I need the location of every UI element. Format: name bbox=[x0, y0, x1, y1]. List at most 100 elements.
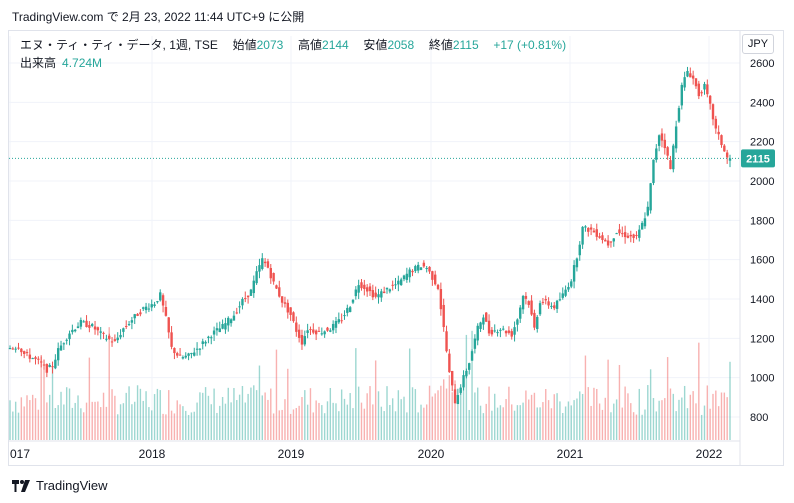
volume-bar bbox=[48, 394, 51, 440]
volume-bar bbox=[281, 409, 283, 440]
volume-bar bbox=[108, 327, 110, 440]
last-price-label: 2115 bbox=[746, 153, 770, 165]
candle-body bbox=[416, 264, 420, 271]
candle-body bbox=[119, 334, 122, 338]
volume-bar bbox=[630, 403, 632, 440]
volume-bar bbox=[491, 410, 493, 440]
volume-bar bbox=[63, 404, 65, 440]
volume-bar bbox=[391, 398, 394, 440]
candle-body bbox=[519, 307, 522, 319]
candle-body bbox=[25, 352, 29, 354]
candle-body bbox=[68, 333, 71, 340]
candle-body bbox=[255, 271, 258, 284]
volume-bar bbox=[267, 399, 269, 440]
candle-body bbox=[246, 295, 250, 298]
currency-button[interactable]: JPY bbox=[742, 34, 774, 54]
candle-body bbox=[201, 341, 204, 345]
candle-body bbox=[153, 304, 156, 306]
candle-body bbox=[164, 306, 168, 316]
candle-body bbox=[513, 327, 516, 335]
volume-bar bbox=[17, 412, 20, 440]
candle-body bbox=[581, 226, 584, 245]
volume-bar bbox=[406, 412, 408, 440]
volume-bar bbox=[264, 392, 266, 440]
volume-bar bbox=[618, 364, 621, 440]
volume-bar bbox=[12, 411, 14, 440]
candle-body bbox=[479, 322, 482, 329]
candle-body bbox=[533, 312, 536, 328]
volume-bar bbox=[383, 411, 385, 440]
volume-bar bbox=[465, 334, 468, 440]
candle-body bbox=[275, 285, 278, 289]
candle-body bbox=[589, 227, 593, 230]
volume-bar bbox=[428, 385, 431, 440]
candle-body bbox=[51, 366, 54, 368]
volume-bar bbox=[445, 388, 448, 440]
volume-bar bbox=[695, 403, 697, 440]
volume-bar bbox=[372, 404, 374, 440]
candle-body bbox=[218, 328, 221, 333]
volume-bar bbox=[349, 393, 351, 440]
volume-bar bbox=[298, 405, 300, 440]
candle-body bbox=[59, 345, 63, 351]
volume-bar bbox=[389, 404, 391, 440]
volume-bar bbox=[31, 394, 34, 440]
volume-bar bbox=[119, 404, 122, 440]
volume-bar bbox=[562, 412, 564, 440]
candle-body bbox=[283, 302, 287, 304]
volume-bar bbox=[128, 386, 130, 440]
candle-body bbox=[561, 293, 564, 298]
candle-body bbox=[71, 329, 74, 333]
volume-bar bbox=[343, 398, 346, 440]
candle-body bbox=[159, 292, 162, 301]
volume-bar bbox=[221, 396, 224, 440]
candle-body bbox=[414, 266, 417, 272]
candle-body bbox=[62, 343, 66, 345]
candle-body bbox=[428, 266, 431, 272]
candle-body bbox=[289, 307, 292, 315]
candle-body bbox=[238, 306, 241, 308]
candle-body bbox=[700, 92, 703, 94]
volume-bar bbox=[482, 413, 485, 440]
volume-bar bbox=[377, 391, 380, 440]
volume-bar bbox=[168, 390, 170, 440]
candle-body bbox=[677, 108, 681, 122]
high-value: 2144 bbox=[322, 38, 349, 52]
volume-bar bbox=[502, 407, 504, 440]
candle-body bbox=[193, 352, 196, 356]
volume-bar bbox=[649, 369, 652, 440]
volume-bar bbox=[669, 388, 672, 440]
candle-body bbox=[595, 229, 598, 237]
footer-brand[interactable]: TradingView bbox=[12, 478, 108, 493]
volume-bar bbox=[638, 388, 640, 440]
volume-bar bbox=[567, 401, 570, 440]
volume-bar bbox=[369, 386, 371, 440]
volume-bar bbox=[190, 412, 193, 440]
volume-bar bbox=[105, 406, 108, 440]
candle-body bbox=[351, 299, 355, 303]
volume-bar bbox=[114, 395, 116, 440]
candle-body bbox=[258, 265, 261, 272]
candle-body bbox=[578, 244, 581, 256]
volume-bar bbox=[43, 369, 45, 440]
candle-body bbox=[323, 331, 326, 335]
candle-body bbox=[221, 324, 224, 329]
volume-bar bbox=[272, 413, 275, 440]
volume-bar bbox=[20, 397, 23, 440]
candle-body bbox=[544, 299, 547, 301]
volume-bar bbox=[275, 349, 278, 440]
volume-bar bbox=[153, 394, 156, 440]
x-tick-label: 2021 bbox=[557, 447, 584, 461]
volume-bar bbox=[644, 409, 646, 440]
candle-body bbox=[706, 84, 709, 95]
volume-bar bbox=[726, 397, 728, 440]
candle-body bbox=[360, 282, 363, 289]
volume-bar bbox=[706, 385, 709, 440]
candle-body bbox=[394, 284, 397, 286]
volume-bar bbox=[338, 411, 340, 440]
volume-bar bbox=[255, 390, 258, 440]
volume-bar bbox=[60, 391, 62, 440]
volume-bar bbox=[723, 392, 726, 440]
volume-bar bbox=[420, 404, 422, 440]
